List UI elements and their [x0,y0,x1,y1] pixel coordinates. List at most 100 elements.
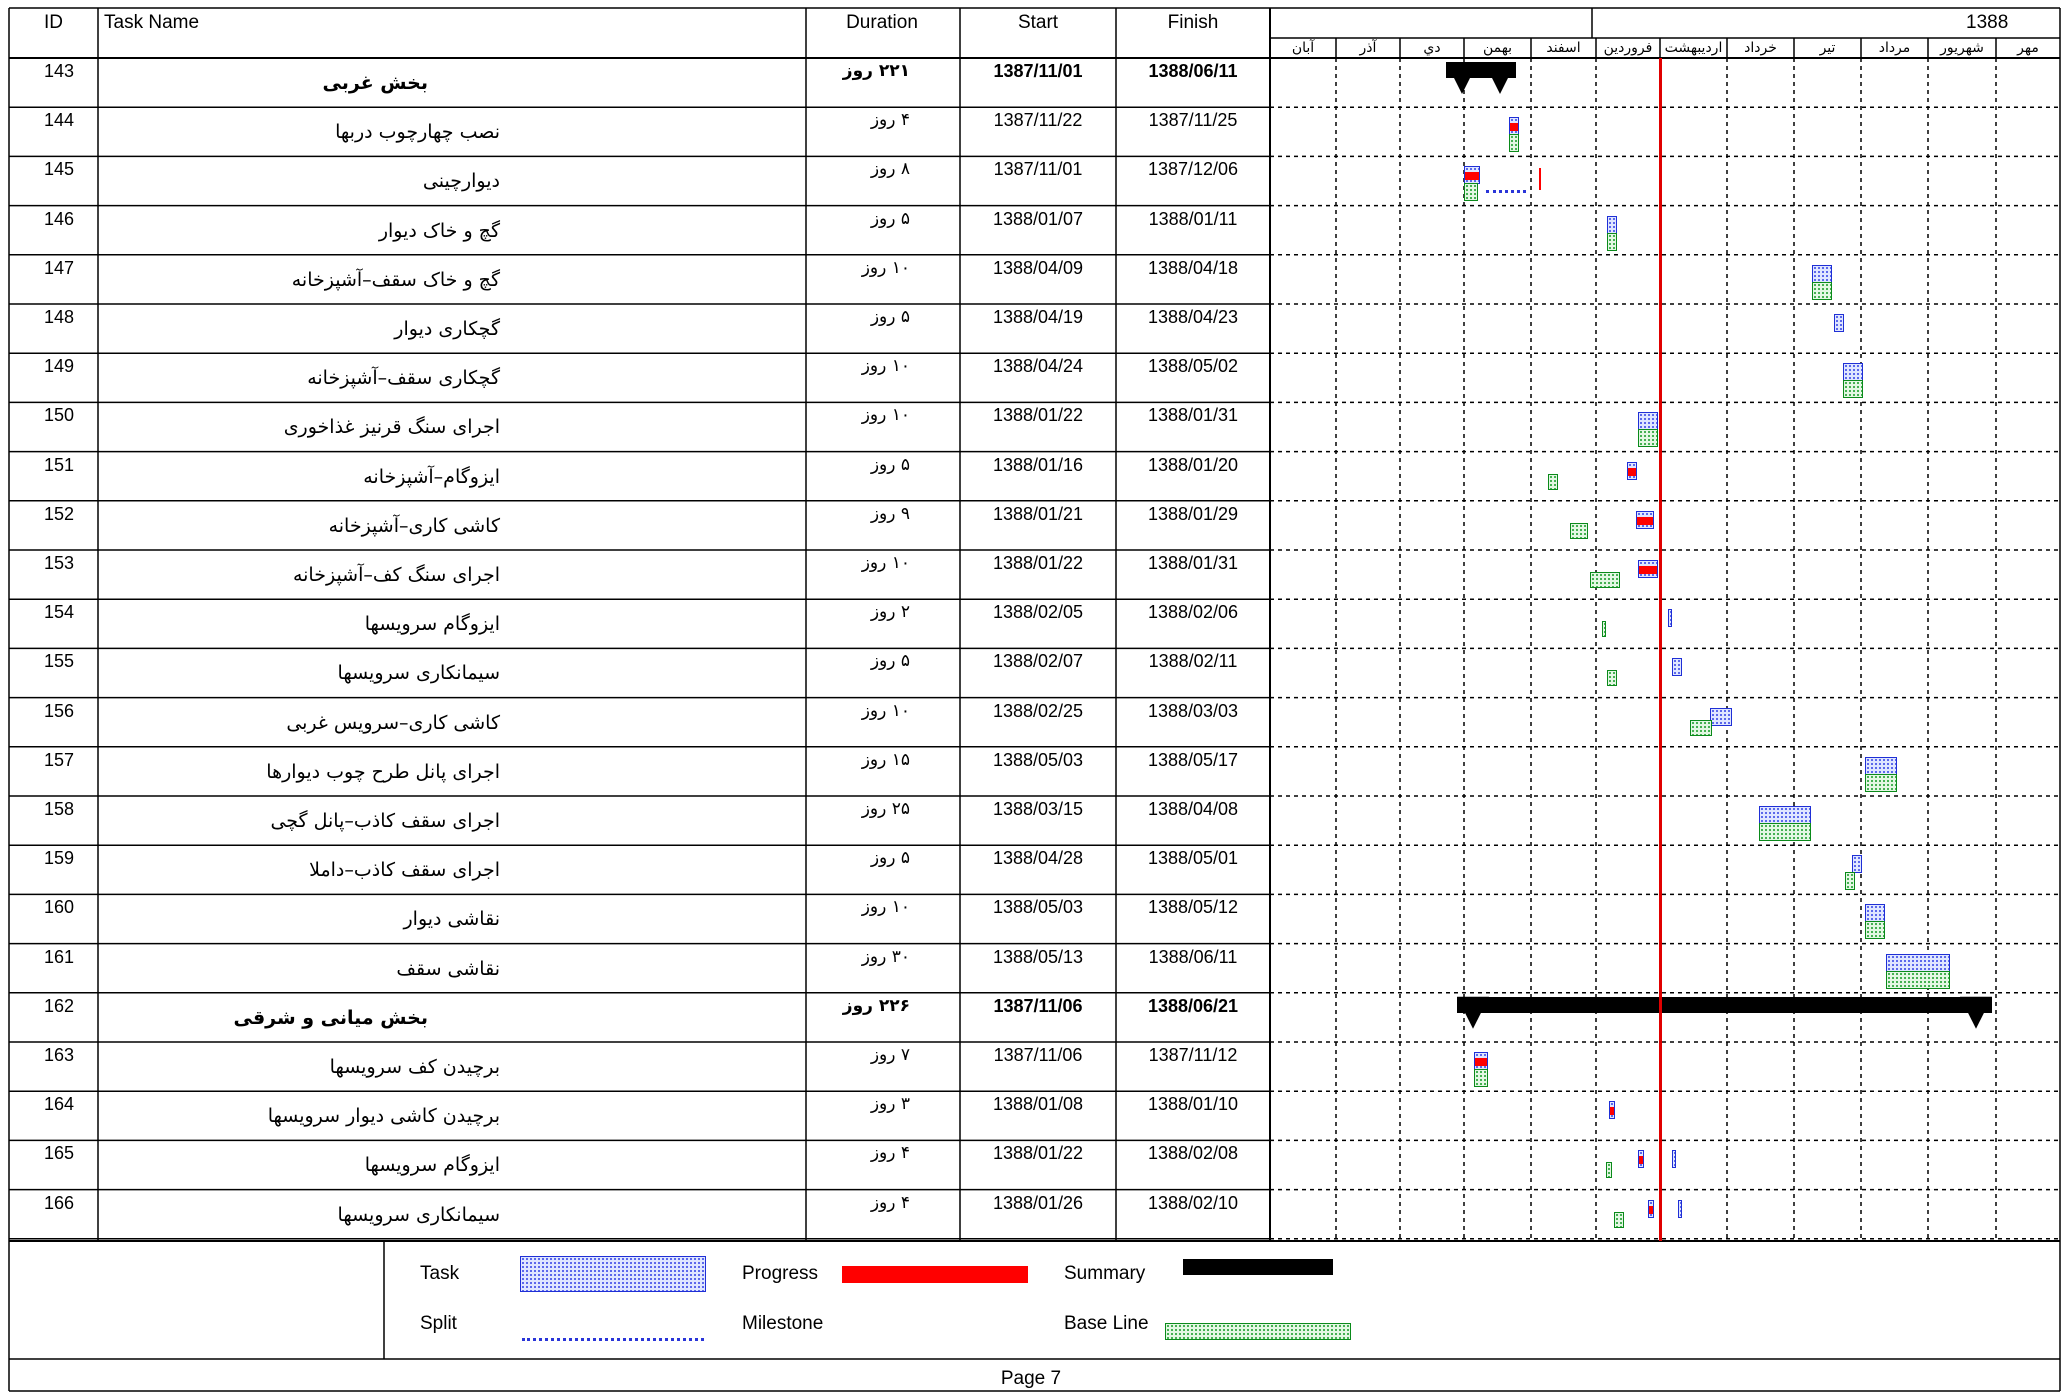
task-duration: ۲۲۱ روز [842,61,910,81]
progress-bar [1637,516,1653,525]
task-duration: ۵ روز [870,651,910,672]
task-name: کاشی کاری–سرویس غربی [286,711,500,734]
task-start: 1388/01/26 [992,1192,1084,1213]
progress-bar [1510,123,1518,132]
task-finish: 1388/06/11 [1148,946,1238,967]
task-start: 1388/05/03 [992,897,1084,918]
task-bar [1607,215,1617,234]
task-finish: 1387/12/06 [1147,159,1239,180]
task-start: 1388/04/24 [992,356,1084,377]
task-name: اجرای پانل طرح چوب دیوارها [266,760,500,783]
task-bar [1886,953,1950,972]
month-label: اسفند [1546,40,1581,56]
task-name: نقاشی دیوار [403,908,500,931]
row-id: 156 [44,700,75,721]
legend-task-swatch [520,1256,706,1292]
task-name: اجرای سنگ قرنیز غذاخوری [283,416,500,439]
task-name: بخش غربی [322,72,428,94]
task-start: 1387/11/22 [993,110,1083,131]
task-start: 1387/11/06 [993,995,1083,1016]
month-label: دي [1423,40,1441,56]
header-duration: Duration [846,12,918,33]
task-finish: 1388/05/02 [1147,356,1239,377]
task-duration: ۴ روز [870,110,910,131]
task-start: 1388/04/09 [992,257,1084,278]
task-duration: ۱۰ روز [861,257,910,278]
task-name: گچکاری سقف–آشپزخانه [307,367,500,390]
legend-baseline-label: Base Line [1064,1313,1149,1334]
task-bar [1865,756,1897,775]
row-id: 166 [44,1192,75,1213]
task-finish: 1388/05/12 [1147,897,1239,918]
task-duration: ۱۰ روز [861,405,910,426]
task-name: گچ و خاک سقف–آشپزخانه [291,268,500,291]
progress-bar [1475,1058,1487,1066]
task-start: 1388/01/07 [992,208,1084,229]
task-finish: 1388/01/29 [1147,503,1239,524]
legend-split-label: Split [420,1313,457,1334]
task-duration: ۱۰ روز [861,897,910,918]
row-id: 155 [44,651,75,672]
header-finish: Finish [1167,12,1219,33]
page-number: Page 7 [1000,1368,1062,1389]
task-finish: 1388/04/23 [1147,307,1239,327]
task-duration: ۷ روز [870,1045,910,1065]
progress-bar [1639,1156,1643,1165]
task-bar [1865,904,1885,923]
baseline-bar [1812,281,1832,300]
row-id: 152 [44,503,75,524]
task-start: 1388/03/15 [992,799,1084,819]
row-id: 164 [44,1094,75,1115]
baseline-bar [1759,823,1811,841]
row-id: 148 [44,307,75,327]
month-label: بهمن [1482,40,1513,56]
task-duration: ۹ روز [870,503,910,524]
split-marker [1486,190,1526,194]
legend-progress-label: Progress [742,1263,819,1284]
task-start: 1388/05/13 [992,946,1084,967]
baseline-bar [1607,232,1617,251]
task-name: دیوارچینی [422,170,500,193]
month-label: مهر [2017,40,2039,56]
task-finish: 1388/02/11 [1148,651,1238,672]
month-label: مرداد [1878,40,1911,56]
progress-bar [1628,467,1636,476]
baseline-bar [1845,872,1855,891]
baseline-bar [1464,183,1478,202]
legend-baseline-swatch [1165,1323,1351,1340]
legend-summary-label: Summary [1064,1263,1146,1284]
baseline-bar [1865,773,1897,792]
header-start: Start [1017,12,1059,33]
row-id: 149 [44,356,75,377]
task-bar [1852,855,1862,874]
task-name: سیمانکاری سرویسها [337,1203,500,1226]
task-start: 1387/11/01 [993,61,1083,81]
row-id: 159 [44,848,75,869]
task-duration: ۱۵ روز [861,749,910,770]
task-start: 1388/01/08 [992,1094,1084,1115]
task-duration: ۲ روز [870,602,910,623]
task-start: 1388/04/28 [992,848,1084,869]
header-task-name: Task Name [104,12,200,33]
baseline-bar [1690,719,1712,736]
row-id: 165 [44,1143,75,1164]
legend-task-label: Task [420,1263,460,1284]
header-id: ID [44,12,63,33]
task-bar [1668,609,1672,628]
task-duration: ۱۰ روز [861,356,910,377]
task-name: کاشی کاری–آشپزخانه [328,514,500,537]
task-duration: ۴ روز [870,1143,910,1164]
task-start: 1388/02/05 [992,602,1084,623]
row-id: 161 [44,946,75,967]
baseline-bar [1606,1162,1612,1179]
progress-bar [1610,1107,1614,1116]
row-id: 147 [44,257,75,278]
row-id: 162 [44,995,75,1016]
task-finish: 1388/03/03 [1147,700,1239,721]
task-finish: 1388/04/08 [1147,799,1239,819]
row-id: 150 [44,405,75,426]
task-finish: 1388/01/20 [1147,454,1239,475]
task-duration: ۲۵ روز [861,799,910,819]
task-name: برچیدن کف سرویسها [329,1056,500,1078]
task-name: ایزوگام–آشپزخانه [363,465,500,488]
